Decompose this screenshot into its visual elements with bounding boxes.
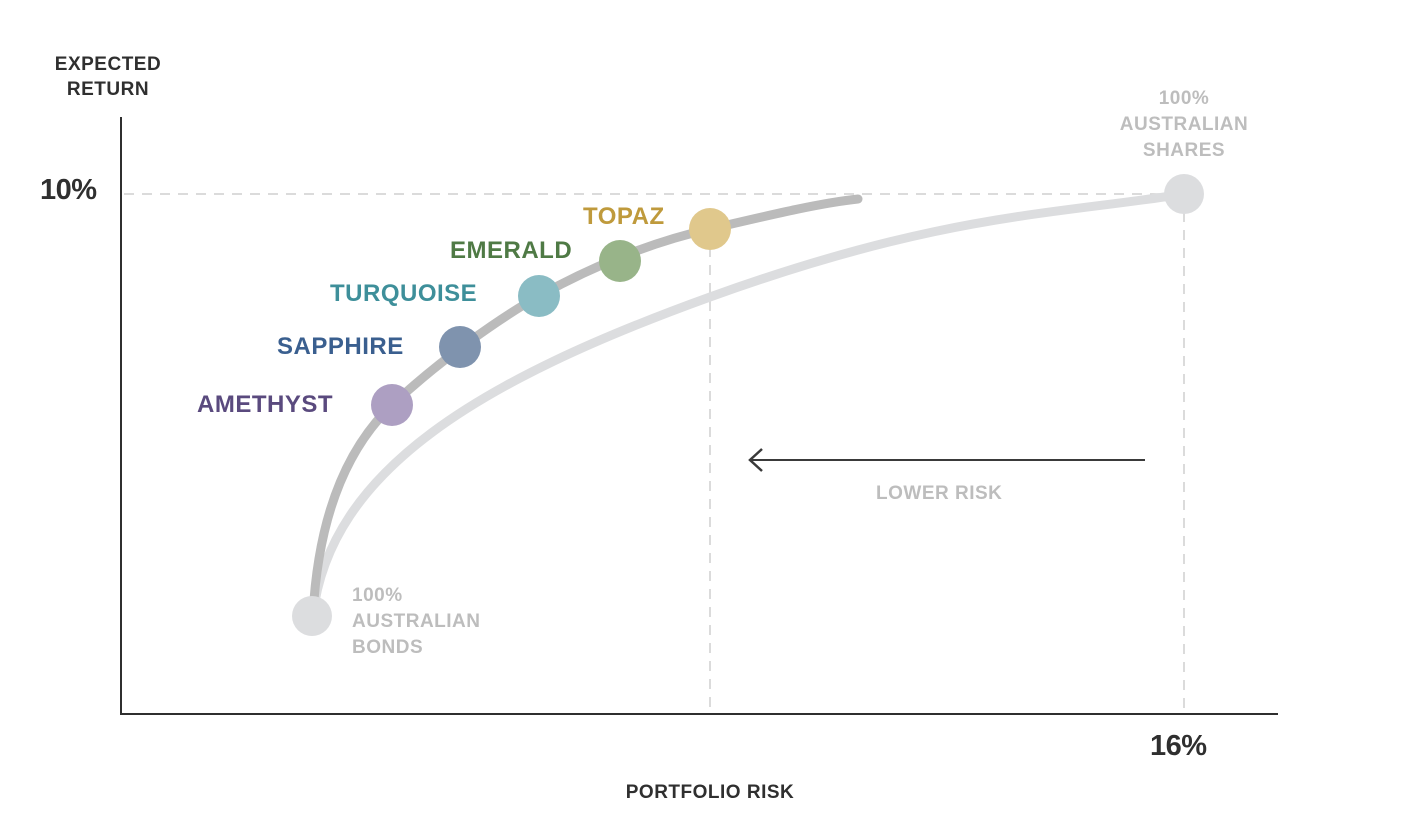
- shares-endpoint-label: 100% AUSTRALIAN SHARES: [1110, 86, 1258, 164]
- bonds-label-line1: 100%: [352, 585, 403, 606]
- emerald-dot: [599, 240, 641, 282]
- emerald-label: EMERALD: [450, 237, 573, 264]
- turquoise-label: TURQUOISE: [330, 280, 478, 307]
- y-tick-10pct: 10%: [40, 174, 97, 206]
- y-axis-label-line2: RETURN: [66, 79, 150, 100]
- shares-label-line1: 100%: [1158, 88, 1210, 109]
- amethyst-label: AMETHYST: [197, 391, 333, 418]
- bonds-shares-curve: [308, 189, 1189, 620]
- y-axis-label-line1: EXPECTED: [54, 54, 162, 75]
- y-axis-label: EXPECTED RETURN: [40, 52, 176, 102]
- turquoise-dot: [518, 275, 560, 317]
- topaz-dot: [689, 208, 731, 250]
- sapphire-label: SAPPHIRE: [277, 333, 404, 360]
- bonds-label-line2: AUSTRALIAN: [352, 611, 481, 632]
- bonds-label-line3: BONDS: [352, 637, 424, 658]
- amethyst-dot: [371, 384, 413, 426]
- shares-label-line2: AUSTRALIAN: [1119, 114, 1249, 135]
- x-tick-16pct: 16%: [1150, 730, 1207, 762]
- shares-dot: [1164, 174, 1204, 214]
- topaz-label: TOPAZ: [583, 203, 665, 230]
- x-axis-label: PORTFOLIO RISK: [625, 782, 795, 803]
- lower-risk-label: LOWER RISK: [876, 483, 1003, 504]
- sapphire-dot: [439, 326, 481, 368]
- bonds-endpoint-label: 100% AUSTRALIAN BONDS: [352, 583, 481, 661]
- shares-label-line3: SHARES: [1142, 140, 1226, 161]
- bonds-dot: [292, 596, 332, 636]
- lower-risk-arrow-head-icon: [748, 448, 763, 472]
